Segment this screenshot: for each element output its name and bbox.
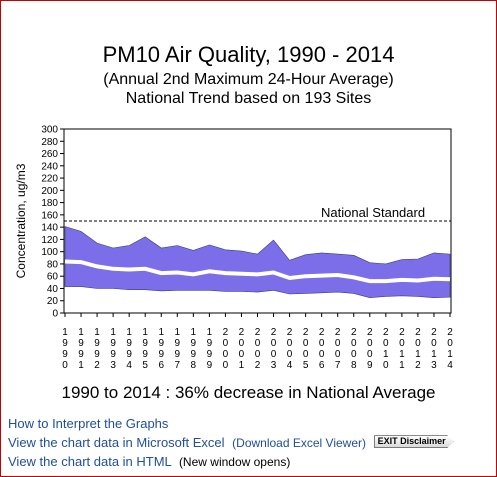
chart-title: PM10 Air Quality, 1990 - 2014 [102, 42, 395, 67]
chart-subtitle-2: National Trend based on 193 Sites [125, 90, 372, 107]
concentration-band [64, 226, 451, 299]
html-link-row: View the chart data in HTML (New window … [8, 452, 454, 471]
y-tick-label: 100 [41, 247, 58, 258]
y-tick-label: 20 [47, 296, 59, 307]
interpret-link-row: How to Interpret the Graphs [8, 414, 454, 433]
y-tick-label: 200 [41, 186, 58, 197]
y-tick-label: 240 [41, 161, 58, 172]
national-average-line [64, 259, 451, 284]
y-tick-label: 220 [41, 174, 58, 185]
y-tick-label: 40 [47, 284, 59, 295]
y-tick-label: 300 [41, 125, 58, 136]
view-excel-link[interactable]: View the chart data in Microsoft Excel [8, 435, 225, 450]
download-excel-viewer-link[interactable]: (Download Excel Viewer) [232, 436, 366, 450]
y-tick-label: 160 [41, 210, 58, 221]
y-tick-label: 260 [41, 149, 58, 160]
interpret-graphs-link[interactable]: How to Interpret the Graphs [8, 416, 169, 431]
national-standard-label: National Standard [321, 205, 425, 220]
y-tick-label: 280 [41, 137, 58, 148]
y-tick-label: 120 [41, 235, 58, 246]
y-tick-label: 180 [41, 198, 58, 209]
new-window-note: (New window opens) [178, 455, 291, 469]
exit-disclaimer-badge[interactable]: EXIT Disclaimer [373, 435, 454, 449]
links-section: How to Interpret the Graphs View the cha… [8, 414, 454, 471]
chart-subtitle-1: (Annual 2nd Maximum 24-Hour Average) [103, 71, 394, 88]
y-tick-label: 140 [41, 223, 58, 234]
y-tick-label: 0 [52, 309, 58, 320]
excel-link-row: View the chart data in Microsoft Excel (… [8, 433, 454, 452]
chart-title-block: PM10 Air Quality, 1990 - 2014 (Annual 2n… [0, 42, 497, 108]
y-tick-label: 80 [47, 259, 59, 270]
view-html-link[interactable]: View the chart data in HTML [8, 454, 172, 469]
y-axis-label: Concentration, ug/m3 [14, 163, 28, 278]
y-tick-label: 60 [47, 272, 59, 283]
decrease-summary: 1990 to 2014 : 36% decrease in National … [61, 383, 436, 402]
